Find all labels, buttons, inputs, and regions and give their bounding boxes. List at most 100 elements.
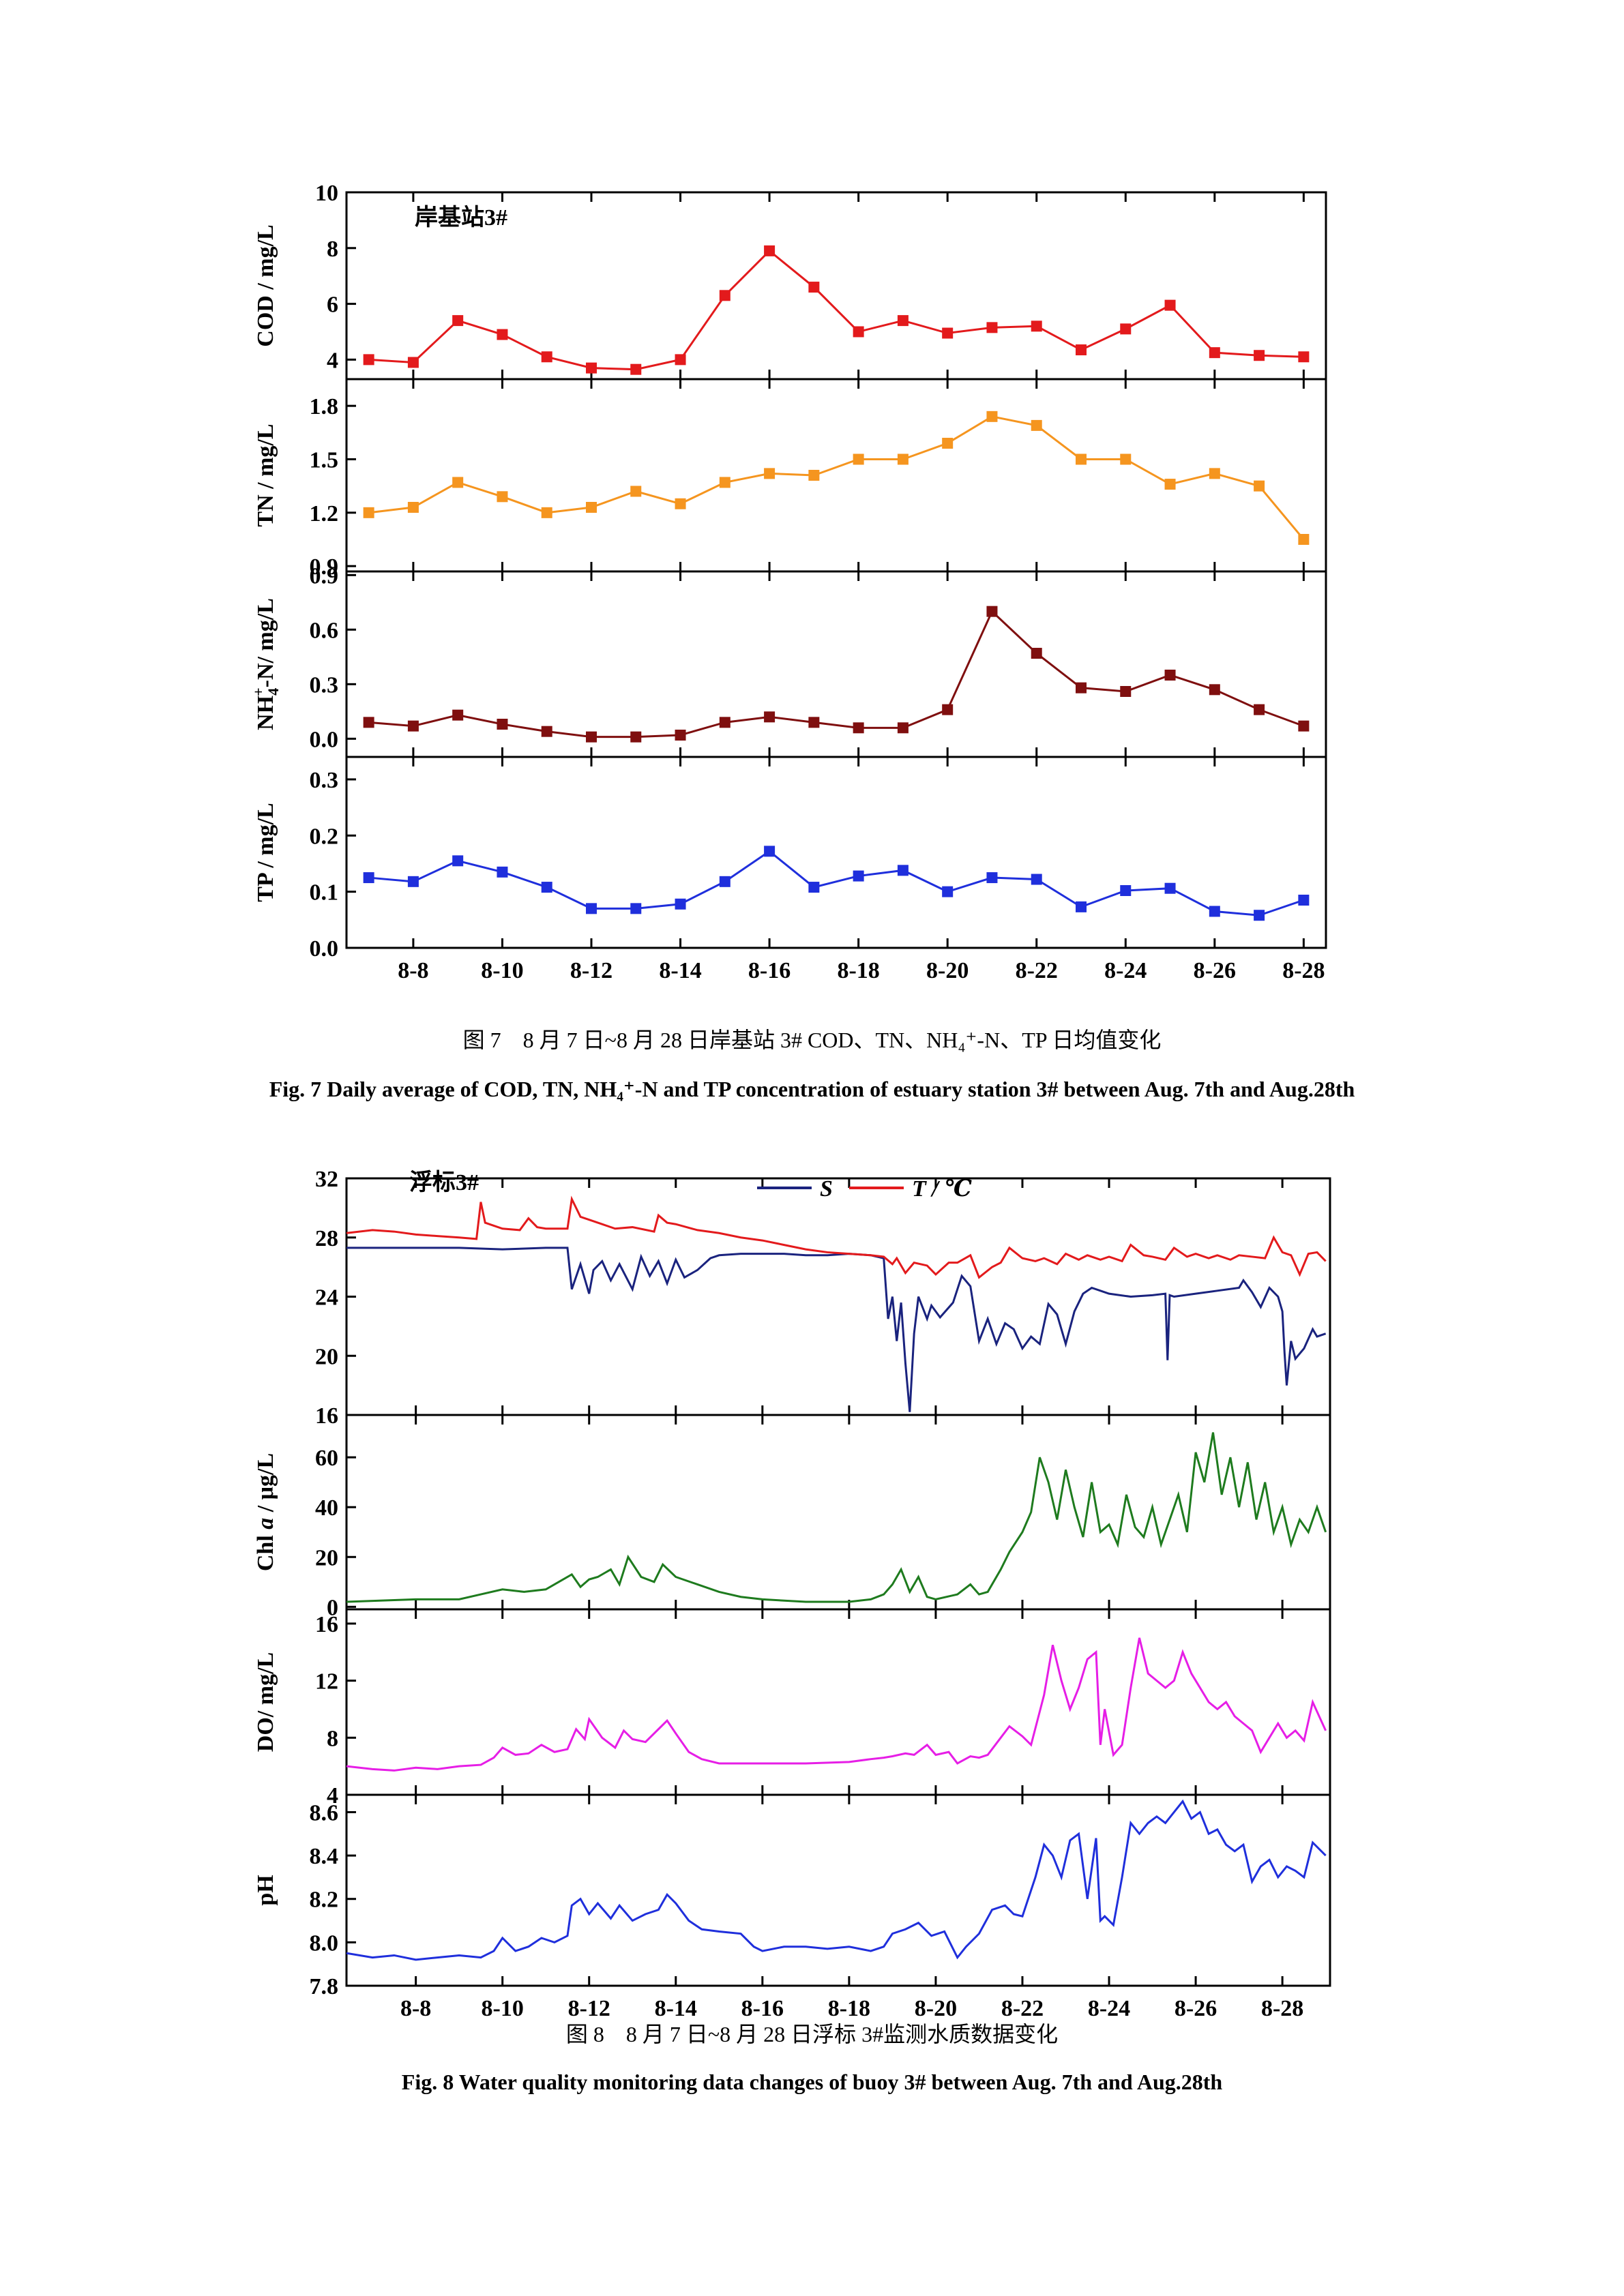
fig7-tn-point-19 bbox=[1209, 468, 1220, 479]
fig7-cod-point-3 bbox=[497, 329, 508, 340]
fig8-do-frame bbox=[345, 1608, 1331, 1796]
fig7-tp-xtick-label-0: 8-8 bbox=[398, 958, 428, 983]
fig7-tn-point-20 bbox=[1254, 480, 1265, 492]
fig7-nh4-point-8 bbox=[719, 717, 730, 728]
fig7-nh4-frame bbox=[345, 570, 1327, 758]
fig7-tp-point-18 bbox=[1164, 882, 1176, 894]
fig8-caption-cn: 图 8 8 月 7 日~8 月 28 日浮标 3#监测水质数据变化 bbox=[565, 2022, 1059, 2046]
fig8-do-ytick-label-2: 12 bbox=[315, 1669, 338, 1695]
fig7-tp-ylabel: TP / mg/L bbox=[253, 803, 278, 901]
fig7-tp-point-16 bbox=[1076, 901, 1087, 912]
fig8-legend-s-label: S bbox=[820, 1176, 833, 1202]
fig8-st-ytick-label-2: 24 bbox=[315, 1285, 338, 1311]
fig8-ph-xtick-label-3: 8-14 bbox=[655, 1996, 697, 2021]
fig8-do-ytick-label-3: 16 bbox=[315, 1612, 338, 1637]
fig7-tp-point-7 bbox=[675, 898, 686, 910]
fig7-tn-point-17 bbox=[1120, 453, 1132, 465]
fig7-nh4-ytick-label-2: 0.6 bbox=[310, 618, 339, 643]
fig7-tn-point-7 bbox=[675, 498, 686, 509]
fig8-chl-ytick-label-1: 20 bbox=[315, 1545, 338, 1570]
fig7-nh4-ytick-label-1: 0.3 bbox=[310, 672, 339, 698]
fig7-nh4-point-1 bbox=[407, 720, 419, 732]
fig8-ph-ytick-label-0: 7.8 bbox=[310, 1974, 339, 1999]
fig7-tn-point-18 bbox=[1164, 479, 1176, 490]
fig7-tp-ytick-label-3: 0.3 bbox=[310, 768, 339, 793]
fig7-tn-point-1 bbox=[407, 502, 419, 513]
fig7-tp-xtick-label-7: 8-22 bbox=[1016, 958, 1058, 983]
fig7-nh4-point-14 bbox=[986, 606, 998, 617]
fig8-st-ytick-label-1: 20 bbox=[315, 1344, 338, 1369]
fig7-nh4-point-0 bbox=[363, 717, 374, 728]
fig8-ph-ytick-label-2: 8.2 bbox=[310, 1888, 339, 1913]
fig7-tn-point-16 bbox=[1076, 453, 1087, 465]
fig8-do-line bbox=[346, 1637, 1327, 1772]
fig7-tn-point-13 bbox=[942, 438, 954, 449]
fig7-tp-point-11 bbox=[853, 870, 864, 882]
fig8-chl-ylabel: Chl a / μg/L bbox=[253, 1453, 278, 1571]
fig7-nh4-point-21 bbox=[1298, 720, 1310, 732]
fig7-caption-en: Fig. 7 Daily average of COD, TN, NH₄⁺-N … bbox=[269, 1077, 1355, 1101]
fig7-tp-point-13 bbox=[942, 886, 954, 897]
fig7-cod-ylabel: COD / mg/L bbox=[253, 224, 278, 346]
fig7-tp-point-4 bbox=[541, 882, 552, 893]
fig7-tn-ytick-label-1: 1.2 bbox=[310, 501, 339, 526]
fig7-tn-ytick-label-0: 0.9 bbox=[310, 554, 339, 580]
fig8-ph-xtick-label-0: 8-8 bbox=[400, 1996, 431, 2021]
fig7-cod-point-6 bbox=[630, 363, 642, 375]
fig7-cod-point-14 bbox=[986, 322, 998, 333]
fig7-nh4-point-12 bbox=[897, 722, 909, 734]
fig7-nh4-point-16 bbox=[1076, 682, 1087, 694]
fig8-buoy-label: 浮标3# bbox=[409, 1169, 479, 1195]
fig7-tp-point-6 bbox=[630, 903, 642, 914]
fig8-st-series-0 bbox=[346, 1247, 1327, 1412]
fig7-nh4-point-19 bbox=[1209, 684, 1220, 696]
fig7-cod-point-1 bbox=[407, 357, 419, 368]
fig7-cod-point-2 bbox=[452, 315, 464, 327]
fig7-nh4-ylabel-part-1: 4 bbox=[265, 688, 282, 696]
fig7-tn-point-5 bbox=[586, 502, 597, 513]
fig8-ph-xtick-label-7: 8-22 bbox=[1001, 1996, 1044, 2021]
fig7-tn-point-8 bbox=[719, 477, 730, 488]
fig7-tn-point-14 bbox=[986, 411, 998, 422]
fig8-chl-ytick-label-2: 40 bbox=[315, 1495, 338, 1521]
fig7-cod-point-9 bbox=[764, 245, 776, 256]
fig7-cod-point-0 bbox=[363, 354, 374, 366]
fig8-do-ytick-label-0: 4 bbox=[327, 1783, 338, 1808]
fig7-tp-point-21 bbox=[1298, 895, 1310, 906]
fig7-tp-point-9 bbox=[764, 846, 776, 857]
fig8-ph-ylabel: pH bbox=[253, 1875, 278, 1905]
fig7-station-label: 岸基站3# bbox=[415, 205, 507, 230]
fig7-tn-ylabel: TN / mg/L bbox=[253, 423, 278, 526]
fig8-chl-ylabel-part-0: Chl bbox=[253, 1530, 278, 1571]
fig7-cod-point-20 bbox=[1254, 350, 1265, 361]
fig8-chl-ytick-label-3: 60 bbox=[315, 1446, 338, 1471]
fig8-legend-t-label: T / ℃ bbox=[912, 1176, 972, 1202]
fig7-cod-point-4 bbox=[541, 351, 552, 363]
fig7-nh4-line bbox=[368, 610, 1304, 739]
fig8-chl-ylabel-part-2: / μg/L bbox=[253, 1453, 278, 1518]
fig7-tp-point-15 bbox=[1031, 874, 1042, 885]
fig8-do-ytick-label-1: 8 bbox=[327, 1726, 338, 1751]
fig7-nh4-ytick-label-3: 0.9 bbox=[310, 563, 339, 588]
fig7-tp-point-10 bbox=[808, 882, 820, 893]
fig7-tp-point-14 bbox=[986, 872, 998, 884]
fig7-tn-point-12 bbox=[897, 453, 909, 465]
fig7-nh4-ylabel: NH4+-N/ mg/L bbox=[250, 598, 282, 730]
fig7-nh4-ylabel-part-0: NH bbox=[253, 696, 278, 730]
fig7-nh4-point-2 bbox=[452, 709, 464, 721]
fig8-ph-xtick-label-8: 8-24 bbox=[1088, 1996, 1130, 2021]
fig8-ph-xtick-label-9: 8-26 bbox=[1175, 1996, 1217, 2021]
fig7-cod-point-18 bbox=[1164, 299, 1176, 311]
fig7-tn-point-2 bbox=[452, 477, 464, 488]
fig7-tp-point-1 bbox=[407, 876, 419, 887]
fig7-nh4-ylabel-part-2: + bbox=[250, 687, 267, 696]
fig8-st-frame bbox=[345, 1177, 1331, 1416]
fig7-cod-point-17 bbox=[1120, 323, 1132, 335]
fig7-nh4-point-10 bbox=[808, 717, 820, 728]
fig7-cod-point-10 bbox=[808, 282, 820, 293]
fig7-cod-ytick-label-3: 10 bbox=[315, 181, 338, 206]
fig7-nh4-point-3 bbox=[497, 719, 508, 730]
fig7-tn-point-3 bbox=[497, 491, 508, 503]
fig7-tp-ytick-label-0: 0.0 bbox=[310, 936, 339, 961]
